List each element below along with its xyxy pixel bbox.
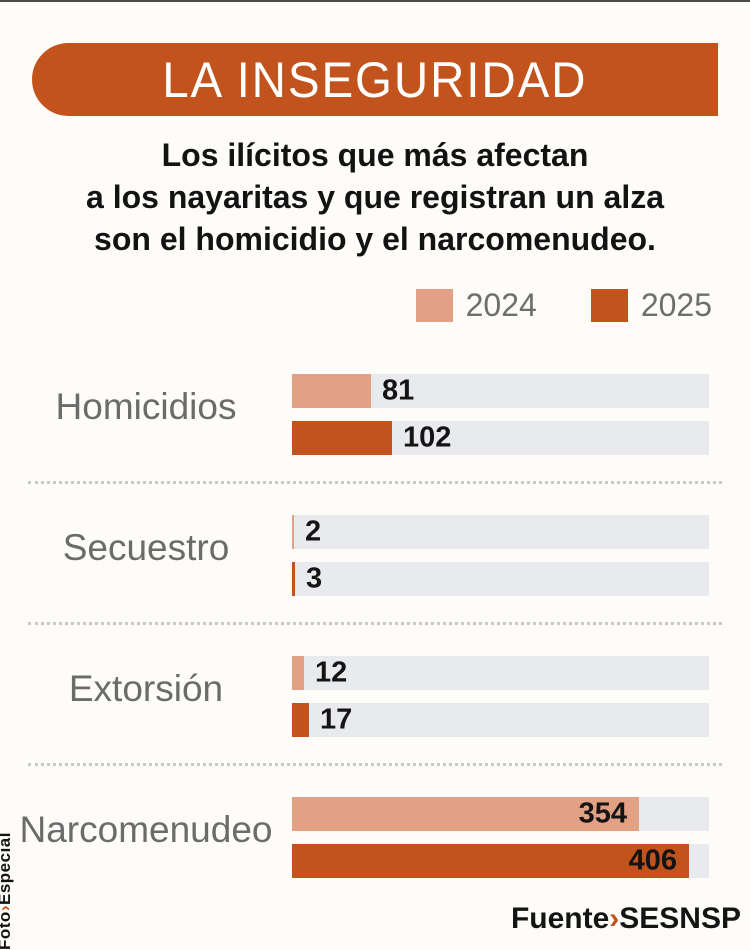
bar-value: 81 xyxy=(382,374,415,407)
dotted-separator xyxy=(28,763,722,766)
bar-fill xyxy=(292,844,689,878)
category-label: Extorsión xyxy=(68,667,224,709)
bar-track: 406 xyxy=(292,844,709,878)
bar-fill xyxy=(292,703,309,737)
bars-group: 81 102 xyxy=(292,374,709,455)
legend-item-2025: 2025 xyxy=(590,287,712,324)
top-border-line xyxy=(0,0,750,2)
photo-credit: Foto › Especial xyxy=(0,782,15,950)
category-label: Secuestro xyxy=(62,526,230,568)
legend-label-2025: 2025 xyxy=(640,287,712,323)
bars-group: 2 3 xyxy=(292,515,709,596)
dotted-separator xyxy=(28,622,722,625)
page-title: LA INSEGURIDAD xyxy=(162,51,588,108)
chart-rows: Homicidios 81 102 Secuestro 2 3 Ex xyxy=(0,374,750,878)
bar-value: 354 xyxy=(578,797,627,830)
chart-row: Narcomenudeo 354 406 xyxy=(0,797,750,878)
bars-group: 12 17 xyxy=(292,656,709,737)
subtitle-line-2: a los nayaritas y que registran un alza xyxy=(86,179,664,216)
legend-swatch-2024 xyxy=(415,289,453,322)
photo-credit-label: Foto xyxy=(0,911,14,950)
legend-swatch-2025 xyxy=(590,289,628,322)
bar-track: 12 xyxy=(292,656,709,690)
bar-track: 354 xyxy=(292,797,709,831)
photo-credit-separator-icon: › xyxy=(0,905,14,912)
bar-fill xyxy=(292,374,371,408)
bars-group: 354 406 xyxy=(292,797,709,878)
chart-row: Secuestro 2 3 xyxy=(0,515,750,596)
legend-item-2024: 2024 xyxy=(415,287,537,324)
source-separator-icon: › xyxy=(609,902,620,935)
bar-value: 3 xyxy=(306,562,323,595)
bar-fill xyxy=(292,421,392,455)
subtitle: Los ilícitos que más afectan a los nayar… xyxy=(0,134,750,261)
bar-track: 81 xyxy=(292,374,709,408)
source-label: Fuente xyxy=(510,902,610,935)
chart-row: Extorsión 12 17 xyxy=(0,656,750,737)
bar-track: 3 xyxy=(292,562,709,596)
bar-fill xyxy=(292,797,639,831)
bar-value: 17 xyxy=(320,703,353,736)
bar-track: 102 xyxy=(292,421,709,455)
bar-fill xyxy=(292,656,304,690)
title-banner: LA INSEGURIDAD xyxy=(32,43,718,116)
category-label: Homicidios xyxy=(55,385,237,427)
bar-fill xyxy=(292,562,295,596)
bar-value: 102 xyxy=(403,421,452,454)
chart-row: Homicidios 81 102 xyxy=(0,374,750,455)
subtitle-line-3: son el homicidio y el narcomenudeo. xyxy=(94,221,656,258)
category-label: Narcomenudeo xyxy=(19,808,273,850)
source-attribution: Fuente›SESNSP xyxy=(511,902,741,936)
legend-label-2024: 2024 xyxy=(465,287,537,323)
photo-credit-value: Especial xyxy=(0,832,14,905)
dotted-separator xyxy=(28,481,722,484)
subtitle-line-1: Los ilícitos que más afectan xyxy=(161,137,589,173)
legend: 2024 2025 xyxy=(415,287,712,324)
bar-fill xyxy=(292,515,294,549)
source-value: SESNSP xyxy=(619,902,741,935)
bar-track: 2 xyxy=(292,515,709,549)
bar-value: 12 xyxy=(315,656,348,689)
bar-value: 2 xyxy=(305,515,322,548)
bar-value: 406 xyxy=(628,844,677,877)
bar-track: 17 xyxy=(292,703,709,737)
